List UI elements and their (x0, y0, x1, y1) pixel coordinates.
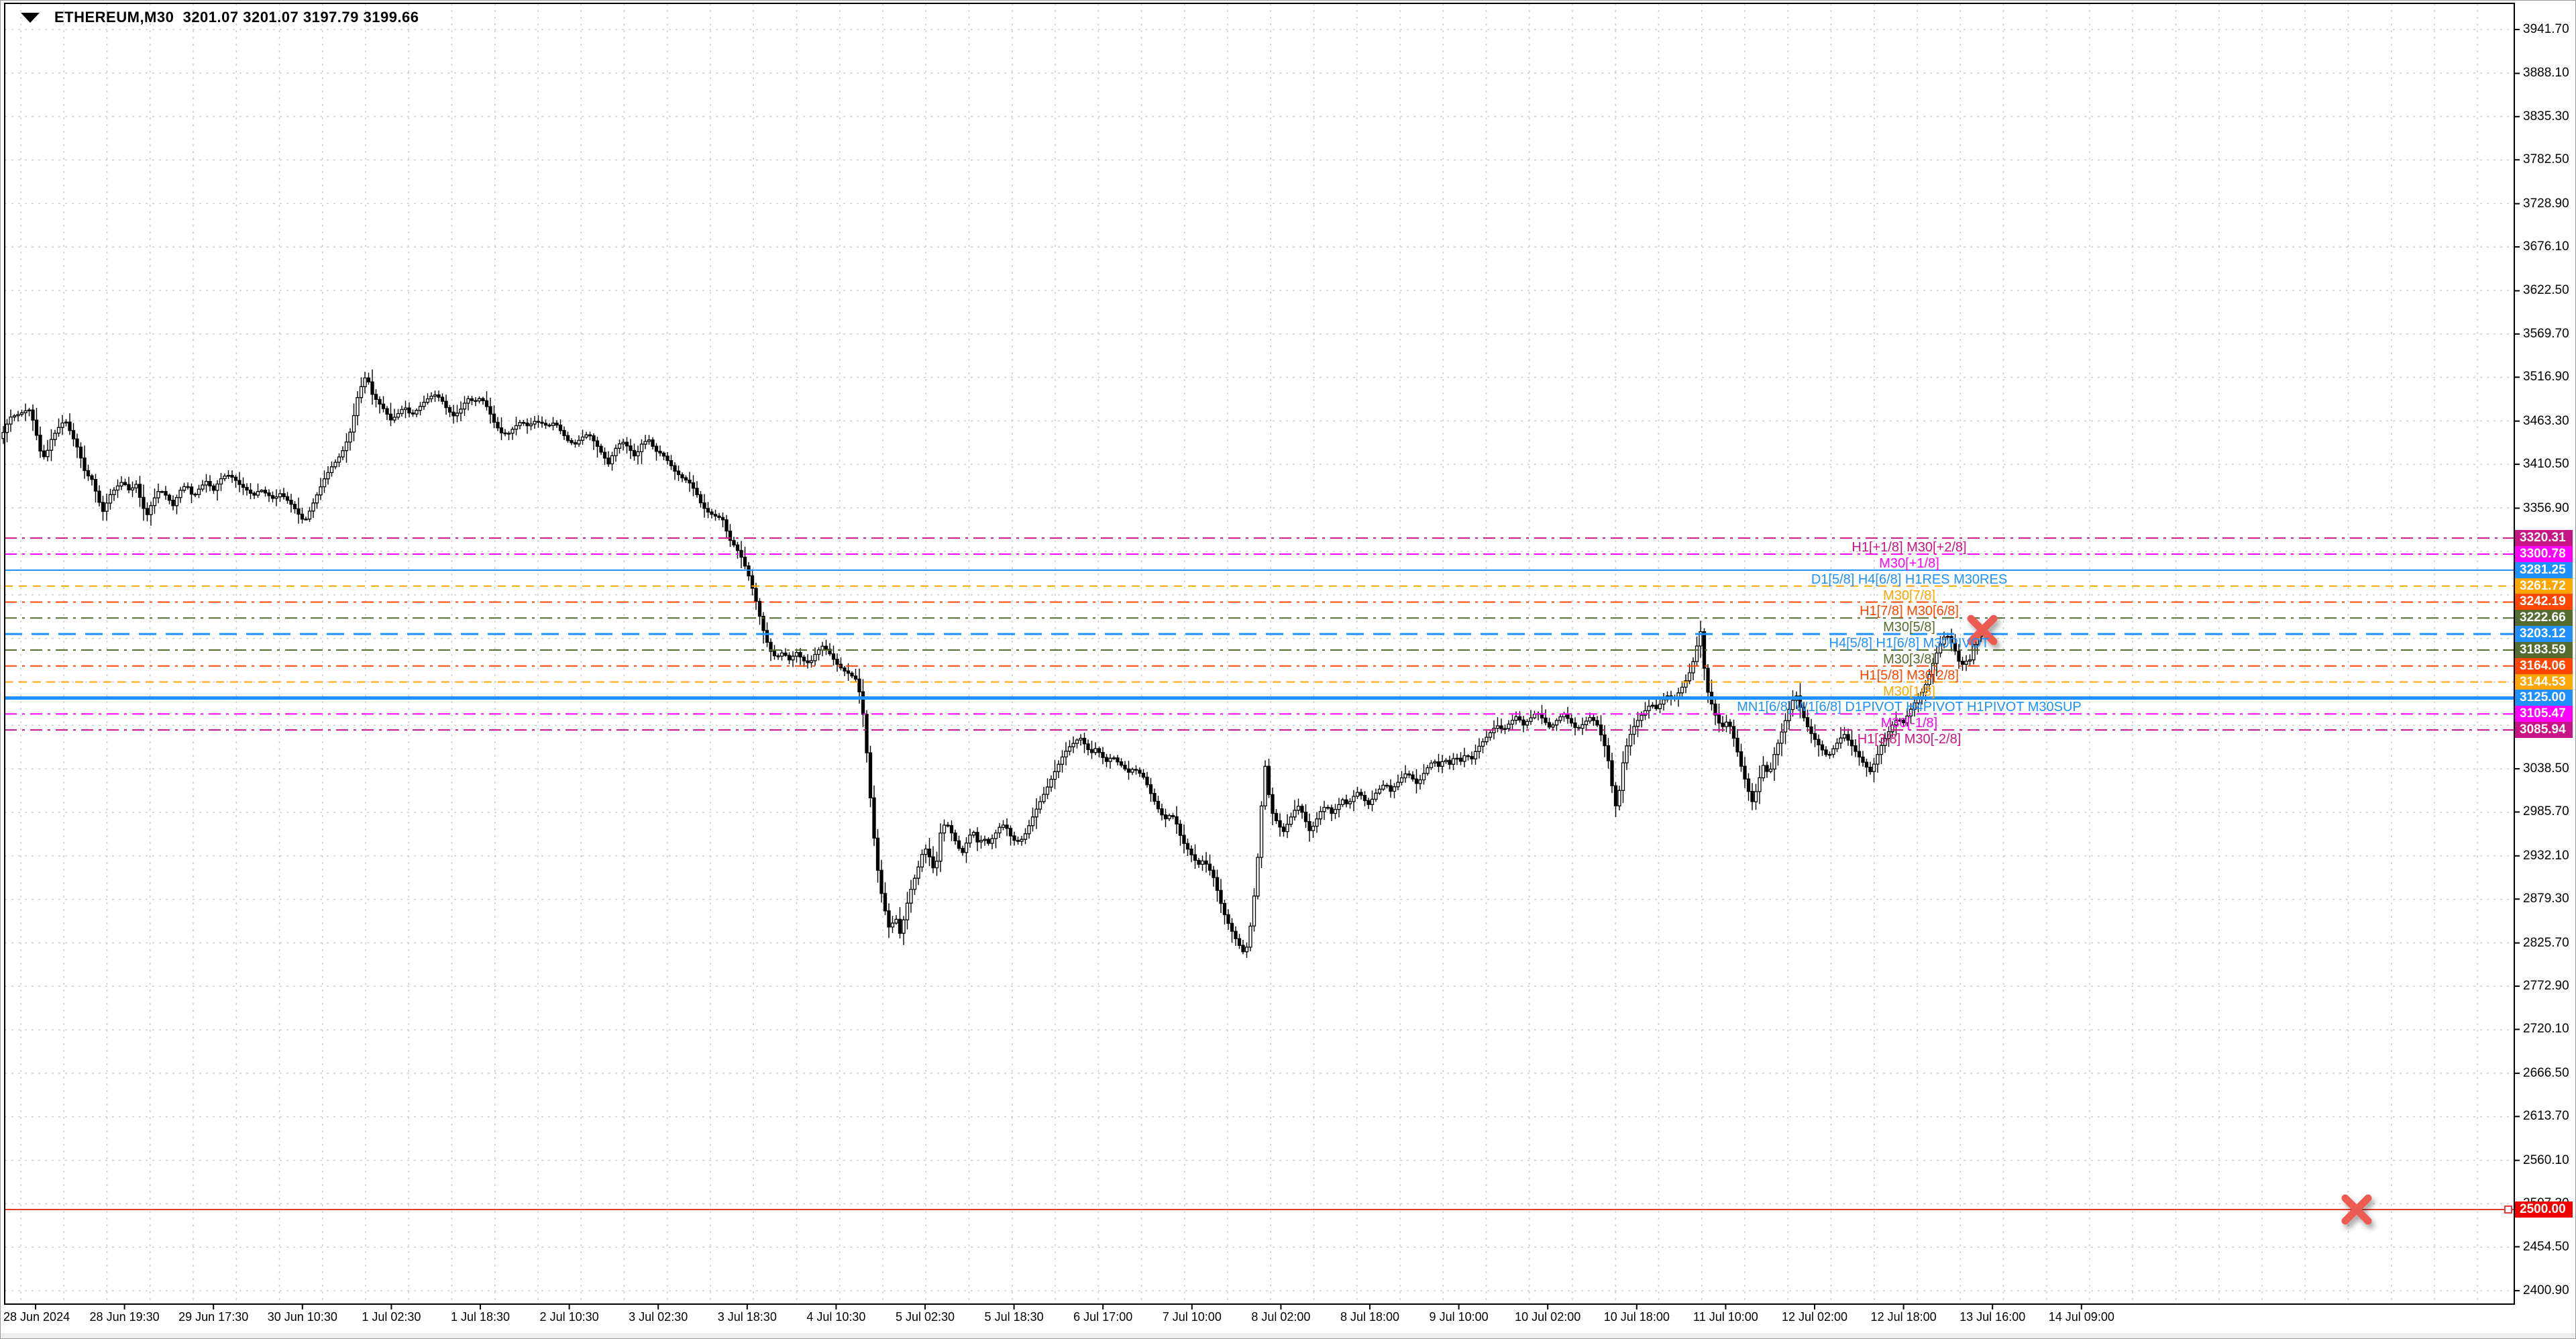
price-axis-label: 2985.70 (2523, 804, 2569, 819)
chart-title-row: ETHEREUM,M30 3201.07 3201.07 3197.79 319… (21, 9, 419, 26)
price-badge-3105.47: 3105.47 (2515, 706, 2573, 722)
price-axis-label: 2825.70 (2523, 935, 2569, 950)
time-axis-label: 3 Jul 02:30 (629, 1310, 688, 1324)
cross-marker-pivot[interactable] (1967, 614, 1998, 645)
price-axis-label: 2772.90 (2523, 979, 2569, 994)
time-axis-label: 7 Jul 10:00 (1162, 1310, 1222, 1324)
price-axis-label: 2879.30 (2523, 892, 2569, 906)
price-badge-3261.72: 3261.72 (2515, 578, 2573, 594)
time-axis-label: 10 Jul 02:00 (1515, 1310, 1581, 1324)
price-axis-label: 3835.30 (2523, 109, 2569, 123)
time-axis-label: 14 Jul 09:00 (2048, 1310, 2114, 1324)
price-badge-3085.94: 3085.94 (2515, 722, 2573, 739)
time-axis-label: 12 Jul 02:00 (1781, 1310, 1848, 1324)
price-axis-label: 2932.10 (2523, 848, 2569, 863)
price-axis-label: 3676.10 (2523, 239, 2569, 254)
price-axis-label: 3356.90 (2523, 500, 2569, 515)
price-badge-3300.78: 3300.78 (2515, 545, 2573, 562)
chart-title: ETHEREUM,M30 3201.07 3201.07 3197.79 319… (54, 9, 419, 25)
level-label-8: H1[5/8] M30[2/8] (1860, 667, 1959, 683)
price-axis-label: 3728.90 (2523, 196, 2569, 211)
price-axis-label: 2560.10 (2523, 1153, 2569, 1167)
price-axis-label: 2454.50 (2523, 1239, 2569, 1254)
time-axis-label: 8 Jul 02:00 (1251, 1310, 1311, 1324)
time-axis-label: 28 Jun 19:30 (89, 1310, 160, 1324)
time-axis-label: 6 Jul 17:00 (1073, 1310, 1133, 1324)
level-label-9: M30[1/8] (1883, 684, 1935, 699)
level-label-4: H1[7/8] M30[6/8] (1860, 604, 1959, 619)
chart-border (4, 3, 2515, 1305)
time-axis-label: 30 Jun 10:30 (267, 1310, 337, 1324)
level-label-7: M30[3/8] (1883, 651, 1935, 667)
price-badge-3144.53: 3144.53 (2515, 674, 2573, 690)
price-axis-label: 3516.90 (2523, 370, 2569, 384)
price-badge-3125.00: 3125.00 (2515, 690, 2573, 706)
level-label-6: H4[5/8] H1[6/8] M30PIVOT (1829, 636, 1990, 651)
axis-ticks (35, 29, 2520, 1309)
time-axis-label: 8 Jul 18:00 (1340, 1310, 1400, 1324)
time-axis-label: 9 Jul 10:00 (1429, 1310, 1489, 1324)
price-badge-3281.25: 3281.25 (2515, 561, 2573, 578)
time-axis-label: 2 Jul 10:30 (539, 1310, 599, 1324)
time-axis-label: 4 Jul 10:30 (806, 1310, 866, 1324)
price-axis-label: 3782.50 (2523, 152, 2569, 167)
time-axis-label: 12 Jul 18:00 (1870, 1310, 1937, 1324)
price-axis-label: 3410.50 (2523, 457, 2569, 472)
level-label-5: M30[5/8] (1883, 620, 1935, 635)
line-handle[interactable] (2504, 1206, 2512, 1214)
price-axis-label: 3622.50 (2523, 283, 2569, 298)
time-axis-label: 13 Jul 16:00 (1960, 1310, 2026, 1324)
price-badge-3242.19: 3242.19 (2515, 594, 2573, 610)
symbol-dropdown-icon[interactable] (21, 12, 40, 23)
grid (5, 3, 2514, 1304)
time-axis-label: 29 Jun 17:30 (178, 1310, 249, 1324)
price-axis-label: 2720.10 (2523, 1022, 2569, 1036)
time-axis-label: 10 Jul 18:00 (1603, 1310, 1670, 1324)
price-axis-label: 2666.50 (2523, 1065, 2569, 1080)
time-axis-label: 28 Jun 2024 (3, 1310, 70, 1324)
cross-marker-2500[interactable] (2341, 1194, 2372, 1225)
time-axis-label: 5 Jul 02:30 (895, 1310, 955, 1324)
cross-markers[interactable] (1967, 614, 2372, 1225)
price-badge-2500.00: 2500.00 (2515, 1201, 2573, 1218)
price-badge-3203.12: 3203.12 (2515, 626, 2573, 643)
price-axis-label: 3941.70 (2523, 22, 2569, 36)
level-label-3: M30[7/8] (1883, 588, 1935, 603)
price-axis-label: 3463.30 (2523, 413, 2569, 428)
time-axis-label: 3 Jul 18:30 (717, 1310, 777, 1324)
level-label-10: MN1[6/8] W1[6/8] D1PIVOT H4PIVOT H1PIVOT… (1737, 700, 2082, 715)
time-axis-label: 1 Jul 18:30 (450, 1310, 511, 1324)
candlesticks (1, 369, 1983, 958)
time-axis-label: 5 Jul 18:30 (984, 1310, 1044, 1324)
level-label-1: M30[+1/8] (1879, 555, 1939, 571)
price-badge-3164.06: 3164.06 (2515, 657, 2573, 674)
level-label-12: H1[3/8] M30[-2/8] (1857, 732, 1962, 747)
time-axis-label: 11 Jul 10:00 (1693, 1310, 1758, 1324)
price-axis-label: 3888.10 (2523, 66, 2569, 81)
price-axis-label: 2400.90 (2523, 1283, 2569, 1297)
level-label-11: M30[-1/8] (1880, 716, 1938, 731)
level-lines (5, 537, 2514, 1214)
window-bottom-edge (1, 1333, 2575, 1338)
price-axis-label: 3038.50 (2523, 761, 2569, 775)
price-badge-3222.66: 3222.66 (2515, 610, 2573, 627)
time-axis-label: 1 Jul 02:30 (362, 1310, 421, 1324)
level-label-2: D1[5/8] H4[6/8] H1RES M30RES (1811, 572, 2008, 587)
price-badge-3320.31: 3320.31 (2515, 530, 2573, 547)
level-label-0: H1[+1/8] M30[+2/8] (1851, 540, 1967, 555)
price-axis-label: 2613.70 (2523, 1109, 2569, 1124)
price-badge-3183.59: 3183.59 (2515, 641, 2573, 658)
price-axis-label: 3569.70 (2523, 326, 2569, 341)
